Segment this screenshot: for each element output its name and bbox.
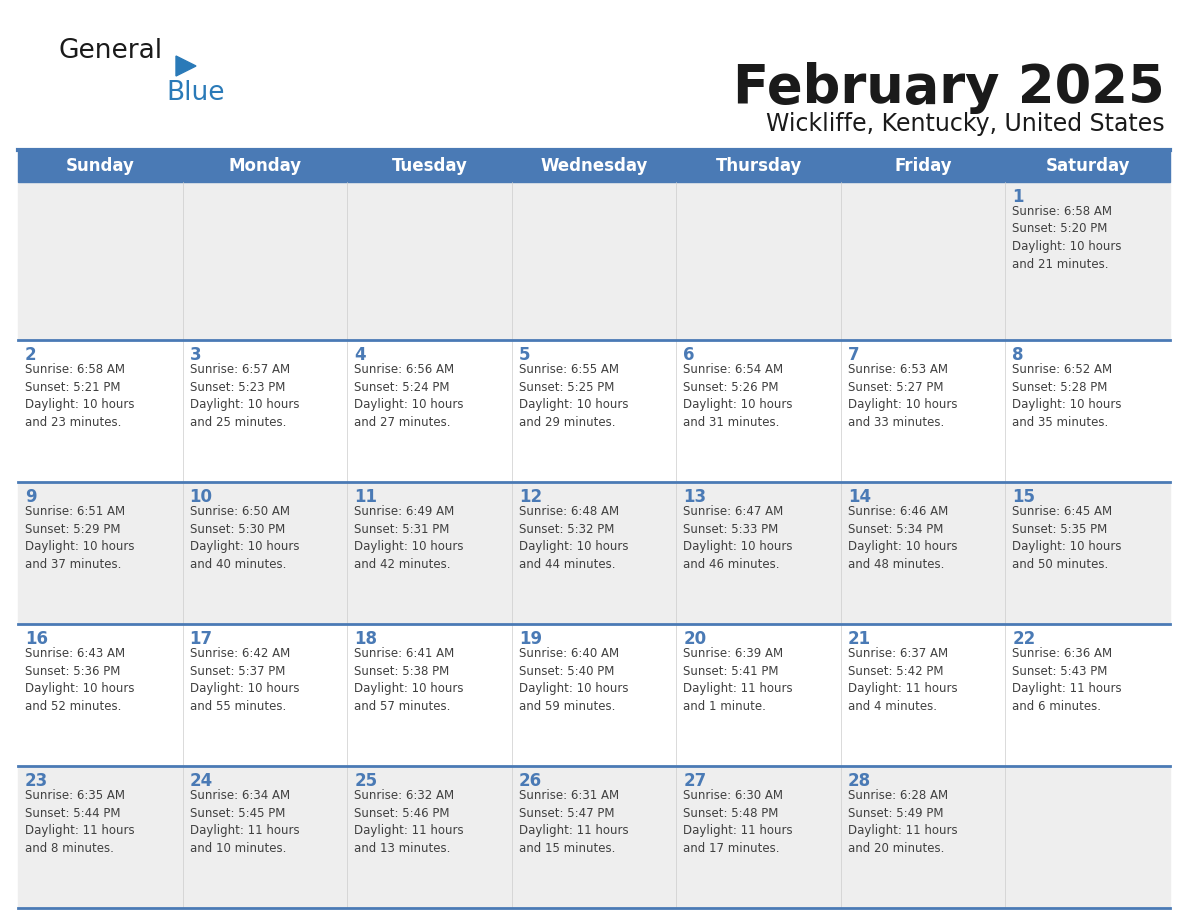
Polygon shape [176, 56, 196, 76]
Text: 9: 9 [25, 488, 37, 506]
Text: Saturday: Saturday [1045, 157, 1130, 175]
Text: 28: 28 [848, 772, 871, 790]
Text: 1: 1 [1012, 188, 1024, 206]
Text: Sunrise: 6:50 AM
Sunset: 5:30 PM
Daylight: 10 hours
and 40 minutes.: Sunrise: 6:50 AM Sunset: 5:30 PM Dayligh… [190, 505, 299, 571]
Text: Sunrise: 6:31 AM
Sunset: 5:47 PM
Daylight: 11 hours
and 15 minutes.: Sunrise: 6:31 AM Sunset: 5:47 PM Dayligh… [519, 789, 628, 855]
Text: 15: 15 [1012, 488, 1036, 506]
Text: Sunrise: 6:51 AM
Sunset: 5:29 PM
Daylight: 10 hours
and 37 minutes.: Sunrise: 6:51 AM Sunset: 5:29 PM Dayligh… [25, 505, 134, 571]
Text: Sunrise: 6:35 AM
Sunset: 5:44 PM
Daylight: 11 hours
and 8 minutes.: Sunrise: 6:35 AM Sunset: 5:44 PM Dayligh… [25, 789, 134, 855]
Text: 10: 10 [190, 488, 213, 506]
Text: Sunrise: 6:45 AM
Sunset: 5:35 PM
Daylight: 10 hours
and 50 minutes.: Sunrise: 6:45 AM Sunset: 5:35 PM Dayligh… [1012, 505, 1121, 571]
Text: General: General [58, 38, 162, 64]
Text: Sunrise: 6:40 AM
Sunset: 5:40 PM
Daylight: 10 hours
and 59 minutes.: Sunrise: 6:40 AM Sunset: 5:40 PM Dayligh… [519, 647, 628, 712]
Text: Sunday: Sunday [65, 157, 134, 175]
Text: 7: 7 [848, 346, 859, 364]
Text: Sunrise: 6:56 AM
Sunset: 5:24 PM
Daylight: 10 hours
and 27 minutes.: Sunrise: 6:56 AM Sunset: 5:24 PM Dayligh… [354, 364, 463, 429]
Text: Tuesday: Tuesday [392, 157, 467, 175]
Text: 17: 17 [190, 630, 213, 648]
Text: 11: 11 [354, 488, 377, 506]
Text: Sunrise: 6:52 AM
Sunset: 5:28 PM
Daylight: 10 hours
and 35 minutes.: Sunrise: 6:52 AM Sunset: 5:28 PM Dayligh… [1012, 364, 1121, 429]
Text: Sunrise: 6:57 AM
Sunset: 5:23 PM
Daylight: 10 hours
and 25 minutes.: Sunrise: 6:57 AM Sunset: 5:23 PM Dayligh… [190, 364, 299, 429]
Text: 21: 21 [848, 630, 871, 648]
Text: Friday: Friday [895, 157, 952, 175]
Text: Sunrise: 6:41 AM
Sunset: 5:38 PM
Daylight: 10 hours
and 57 minutes.: Sunrise: 6:41 AM Sunset: 5:38 PM Dayligh… [354, 647, 463, 712]
Text: 18: 18 [354, 630, 377, 648]
Text: 6: 6 [683, 346, 695, 364]
Text: Sunrise: 6:36 AM
Sunset: 5:43 PM
Daylight: 11 hours
and 6 minutes.: Sunrise: 6:36 AM Sunset: 5:43 PM Dayligh… [1012, 647, 1121, 712]
Text: Sunrise: 6:34 AM
Sunset: 5:45 PM
Daylight: 11 hours
and 10 minutes.: Sunrise: 6:34 AM Sunset: 5:45 PM Dayligh… [190, 789, 299, 855]
Text: 26: 26 [519, 772, 542, 790]
Text: Sunrise: 6:54 AM
Sunset: 5:26 PM
Daylight: 10 hours
and 31 minutes.: Sunrise: 6:54 AM Sunset: 5:26 PM Dayligh… [683, 364, 792, 429]
Bar [18, 341, 1170, 482]
Text: 24: 24 [190, 772, 213, 790]
Text: 16: 16 [25, 630, 48, 648]
Bar [18, 767, 1170, 908]
Bar [18, 482, 1170, 624]
Text: 25: 25 [354, 772, 378, 790]
Bar [18, 150, 1170, 182]
Text: February 2025: February 2025 [733, 62, 1165, 114]
Text: Sunrise: 6:53 AM
Sunset: 5:27 PM
Daylight: 10 hours
and 33 minutes.: Sunrise: 6:53 AM Sunset: 5:27 PM Dayligh… [848, 364, 958, 429]
Text: 20: 20 [683, 630, 707, 648]
Text: 12: 12 [519, 488, 542, 506]
Text: Sunrise: 6:49 AM
Sunset: 5:31 PM
Daylight: 10 hours
and 42 minutes.: Sunrise: 6:49 AM Sunset: 5:31 PM Dayligh… [354, 505, 463, 571]
Text: 3: 3 [190, 346, 201, 364]
Text: Sunrise: 6:30 AM
Sunset: 5:48 PM
Daylight: 11 hours
and 17 minutes.: Sunrise: 6:30 AM Sunset: 5:48 PM Dayligh… [683, 789, 792, 855]
Text: Wickliffe, Kentucky, United States: Wickliffe, Kentucky, United States [766, 112, 1165, 136]
Text: Sunrise: 6:32 AM
Sunset: 5:46 PM
Daylight: 11 hours
and 13 minutes.: Sunrise: 6:32 AM Sunset: 5:46 PM Dayligh… [354, 789, 463, 855]
Text: Sunrise: 6:37 AM
Sunset: 5:42 PM
Daylight: 11 hours
and 4 minutes.: Sunrise: 6:37 AM Sunset: 5:42 PM Dayligh… [848, 647, 958, 712]
Text: Blue: Blue [166, 80, 225, 106]
Text: Sunrise: 6:58 AM
Sunset: 5:20 PM
Daylight: 10 hours
and 21 minutes.: Sunrise: 6:58 AM Sunset: 5:20 PM Dayligh… [1012, 205, 1121, 271]
Text: 23: 23 [25, 772, 49, 790]
Text: 27: 27 [683, 772, 707, 790]
Text: 5: 5 [519, 346, 530, 364]
Bar [18, 624, 1170, 767]
Text: 8: 8 [1012, 346, 1024, 364]
Text: 14: 14 [848, 488, 871, 506]
Text: Thursday: Thursday [715, 157, 802, 175]
Text: Sunrise: 6:46 AM
Sunset: 5:34 PM
Daylight: 10 hours
and 48 minutes.: Sunrise: 6:46 AM Sunset: 5:34 PM Dayligh… [848, 505, 958, 571]
Text: 2: 2 [25, 346, 37, 364]
Bar [18, 182, 1170, 341]
Text: Sunrise: 6:58 AM
Sunset: 5:21 PM
Daylight: 10 hours
and 23 minutes.: Sunrise: 6:58 AM Sunset: 5:21 PM Dayligh… [25, 364, 134, 429]
Text: 13: 13 [683, 488, 707, 506]
Text: Sunrise: 6:28 AM
Sunset: 5:49 PM
Daylight: 11 hours
and 20 minutes.: Sunrise: 6:28 AM Sunset: 5:49 PM Dayligh… [848, 789, 958, 855]
Text: Sunrise: 6:43 AM
Sunset: 5:36 PM
Daylight: 10 hours
and 52 minutes.: Sunrise: 6:43 AM Sunset: 5:36 PM Dayligh… [25, 647, 134, 712]
Text: Sunrise: 6:39 AM
Sunset: 5:41 PM
Daylight: 11 hours
and 1 minute.: Sunrise: 6:39 AM Sunset: 5:41 PM Dayligh… [683, 647, 792, 712]
Text: Monday: Monday [228, 157, 302, 175]
Text: Sunrise: 6:48 AM
Sunset: 5:32 PM
Daylight: 10 hours
and 44 minutes.: Sunrise: 6:48 AM Sunset: 5:32 PM Dayligh… [519, 505, 628, 571]
Text: 22: 22 [1012, 630, 1036, 648]
Text: Sunrise: 6:47 AM
Sunset: 5:33 PM
Daylight: 10 hours
and 46 minutes.: Sunrise: 6:47 AM Sunset: 5:33 PM Dayligh… [683, 505, 792, 571]
Text: Sunrise: 6:42 AM
Sunset: 5:37 PM
Daylight: 10 hours
and 55 minutes.: Sunrise: 6:42 AM Sunset: 5:37 PM Dayligh… [190, 647, 299, 712]
Text: Sunrise: 6:55 AM
Sunset: 5:25 PM
Daylight: 10 hours
and 29 minutes.: Sunrise: 6:55 AM Sunset: 5:25 PM Dayligh… [519, 364, 628, 429]
Text: 19: 19 [519, 630, 542, 648]
Text: 4: 4 [354, 346, 366, 364]
Text: Wednesday: Wednesday [541, 157, 647, 175]
